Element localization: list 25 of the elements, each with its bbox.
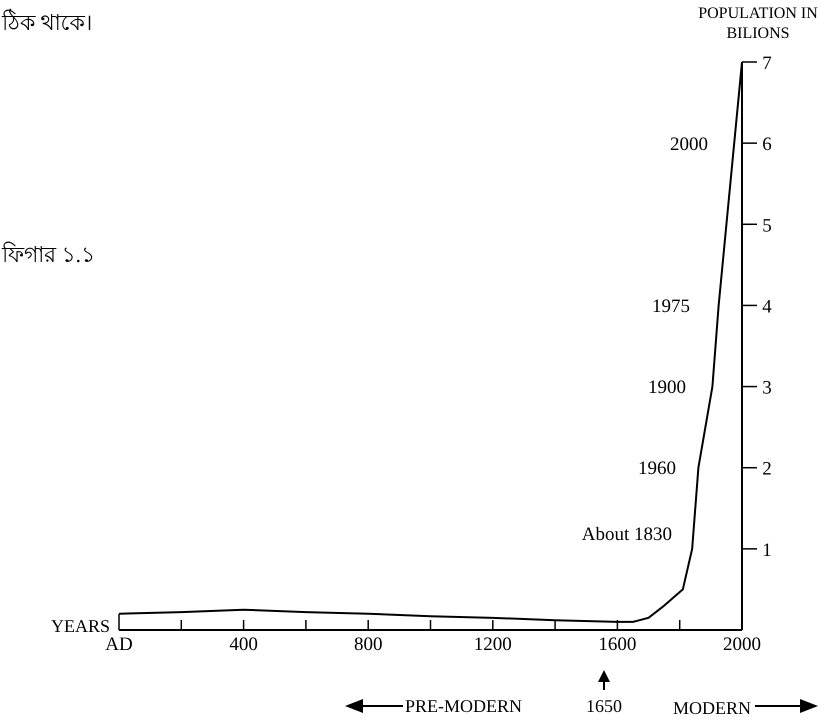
y-tick-label: 4	[762, 296, 772, 318]
annotation: About 1830	[582, 524, 672, 545]
x-tick-label: 1200	[474, 634, 512, 655]
annotation: 2000	[670, 134, 708, 155]
y-tick-label: 5	[762, 215, 772, 236]
y-axis-title: POPULATION IN BILIONS	[698, 5, 818, 42]
text: ফিগার ১.১	[1, 242, 95, 267]
annotation: 1900	[648, 377, 686, 398]
y-tick-label: 1	[762, 540, 772, 561]
y-tick-label: 2	[762, 458, 772, 480]
x-tick-label: AD	[105, 634, 133, 655]
x-tick-label: 2000	[723, 634, 761, 655]
annotation: 1960	[638, 458, 676, 479]
text: ঠিক থাকে।	[1, 9, 92, 35]
text: 1650	[586, 696, 622, 716]
y-tick-label: 6	[762, 134, 772, 156]
annotation: 1975	[652, 296, 690, 317]
y-tick-label: 3	[762, 378, 772, 399]
text: MODERN	[672, 698, 752, 718]
x-tick-label: 800	[354, 634, 382, 655]
x-tick-label: 1600	[598, 634, 636, 655]
x-axis-title: YEARS	[50, 616, 110, 636]
y-tick-label: 7	[762, 53, 772, 74]
x-tick-label: 400	[229, 634, 258, 655]
text: PRE-MODERN	[405, 696, 522, 716]
